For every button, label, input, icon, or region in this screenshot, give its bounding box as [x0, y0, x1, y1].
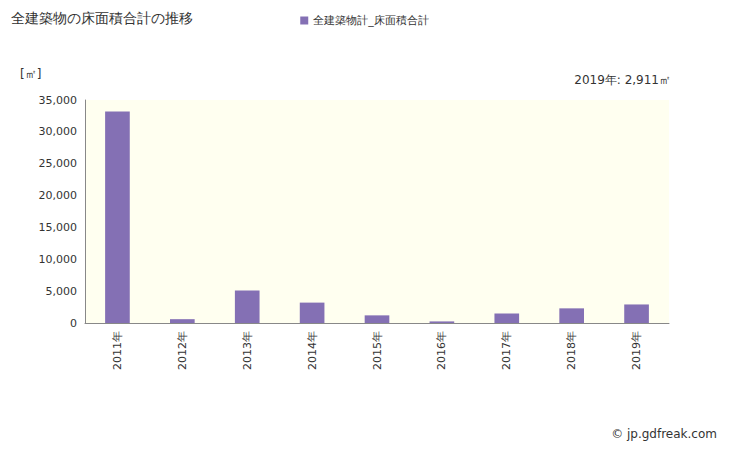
- svg-text:2019年: 2,911㎡: 2019年: 2,911㎡: [574, 73, 671, 87]
- svg-text:全建築物計_床面積合計: 全建築物計_床面積合計: [313, 14, 429, 27]
- svg-text:2011年: 2011年: [111, 331, 124, 370]
- svg-text:25,000: 25,000: [39, 157, 78, 170]
- svg-text:2015年: 2015年: [371, 331, 384, 370]
- svg-text:2018年: 2018年: [565, 331, 578, 370]
- svg-text:30,000: 30,000: [39, 125, 78, 138]
- svg-text:2012年: 2012年: [176, 331, 189, 370]
- svg-text:2013年: 2013年: [241, 331, 254, 370]
- svg-text:全建築物の床面積合計の推移: 全建築物の床面積合計の推移: [11, 10, 193, 26]
- svg-text:15,000: 15,000: [39, 221, 78, 234]
- svg-text:2014年: 2014年: [306, 331, 319, 370]
- svg-text:2017年: 2017年: [500, 331, 513, 370]
- svg-text:20,000: 20,000: [39, 189, 78, 202]
- svg-text:5,000: 5,000: [46, 285, 78, 298]
- svg-text:35,000: 35,000: [39, 94, 78, 107]
- svg-text:[㎡]: [㎡]: [20, 67, 41, 81]
- svg-text:2016年: 2016年: [435, 331, 448, 370]
- svg-text:© jp.gdfreak.com: © jp.gdfreak.com: [611, 427, 717, 441]
- svg-text:2019年: 2019年: [630, 331, 643, 370]
- svg-text:0: 0: [70, 317, 77, 330]
- svg-text:10,000: 10,000: [39, 253, 78, 266]
